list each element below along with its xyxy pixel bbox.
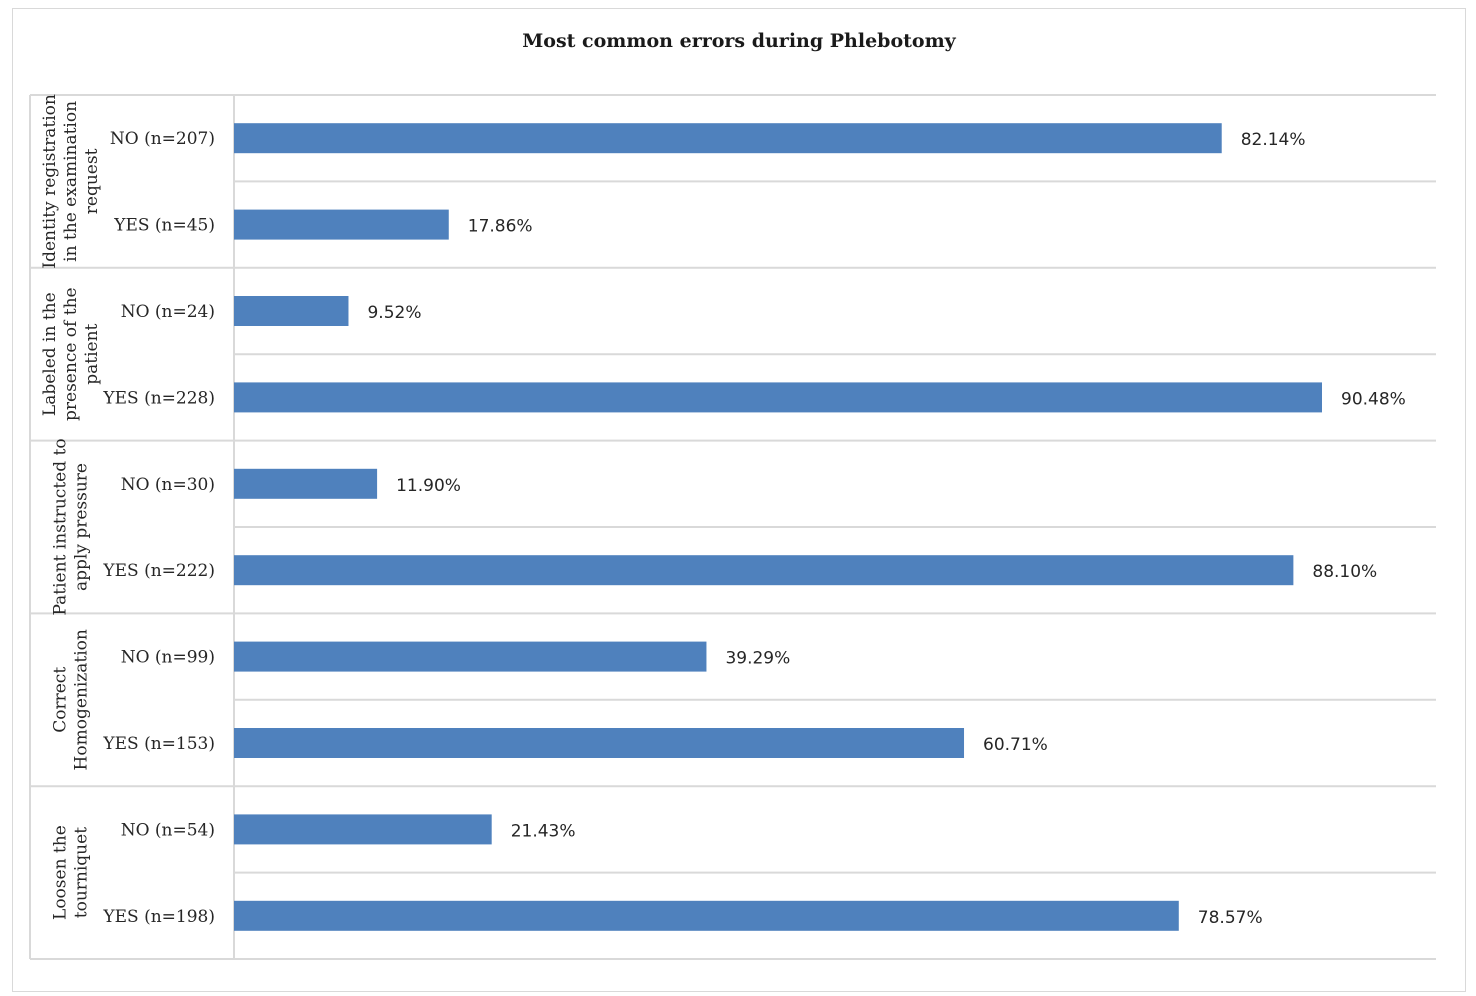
data-label: 21.43% bbox=[511, 821, 576, 841]
bar bbox=[234, 209, 449, 240]
data-label: 60.71% bbox=[983, 735, 1048, 755]
group-label: Loosen thetourniquet bbox=[51, 825, 92, 920]
data-label: 39.29% bbox=[725, 649, 790, 669]
category-tick-label: YES (n=45) bbox=[113, 216, 215, 236]
data-label: 17.86% bbox=[468, 217, 533, 237]
bar bbox=[234, 814, 492, 845]
bar bbox=[234, 641, 707, 672]
category-tick-label: YES (n=198) bbox=[102, 907, 215, 927]
group-label: Labeled in thepresence of thepatient bbox=[40, 287, 102, 421]
category-tick-label: NO (n=207) bbox=[110, 129, 215, 149]
data-label: 82.14% bbox=[1241, 130, 1306, 150]
bar bbox=[234, 123, 1222, 154]
bar bbox=[234, 468, 378, 499]
category-tick-label: NO (n=99) bbox=[121, 648, 215, 668]
category-tick-label: YES (n=222) bbox=[102, 561, 215, 581]
group-label: Patient instructed toapply pressure bbox=[51, 438, 92, 615]
bar bbox=[234, 555, 1294, 586]
chart-title: Most common errors during Phlebotomy bbox=[522, 30, 956, 52]
bar bbox=[234, 296, 349, 326]
group-label: CorrectHomogenization bbox=[51, 629, 92, 770]
bar bbox=[234, 900, 1179, 931]
data-label: 9.52% bbox=[367, 303, 421, 323]
data-label: 11.90% bbox=[396, 476, 461, 496]
data-label: 88.10% bbox=[1312, 562, 1377, 582]
group-label: Identity registrationin the examinationr… bbox=[40, 94, 102, 269]
data-label: 90.48% bbox=[1341, 389, 1406, 409]
data-label: 78.57% bbox=[1198, 908, 1263, 928]
category-tick-label: YES (n=153) bbox=[102, 734, 215, 754]
bar bbox=[234, 382, 1322, 413]
category-tick-label: YES (n=228) bbox=[102, 388, 215, 408]
category-tick-label: NO (n=54) bbox=[121, 820, 215, 840]
category-tick-label: NO (n=24) bbox=[121, 302, 215, 322]
category-tick-label: NO (n=30) bbox=[121, 475, 215, 495]
bar bbox=[234, 728, 965, 758]
